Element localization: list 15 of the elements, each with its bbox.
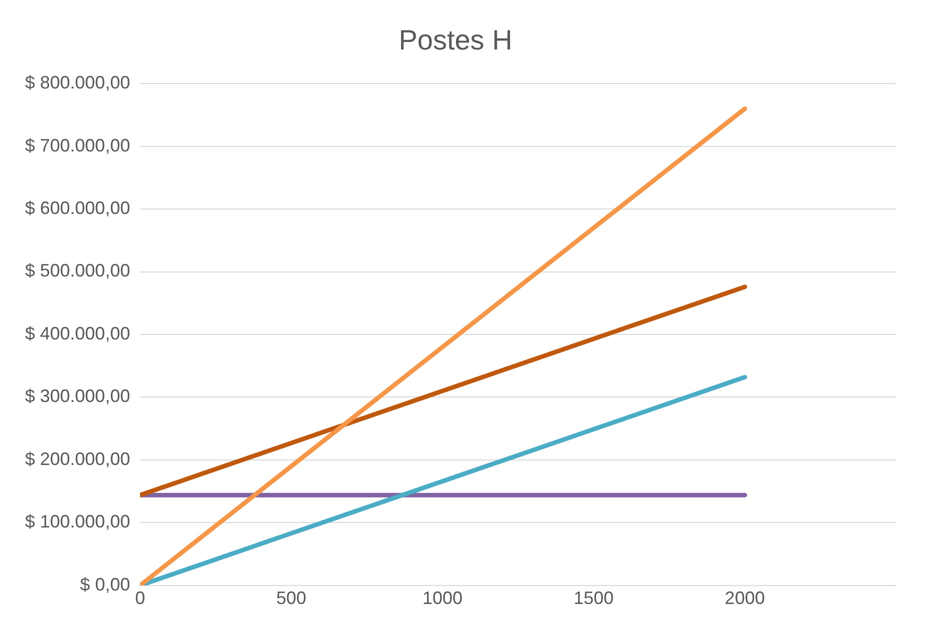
y-tick-label: $ 600.000,00 bbox=[24, 198, 130, 218]
chart-title: Postes H bbox=[398, 24, 512, 56]
y-tick-label: $ 700.000,00 bbox=[24, 135, 130, 156]
y-tick-label: $ 300.000,00 bbox=[24, 386, 130, 406]
y-tick-label: $ 0,00 bbox=[80, 574, 130, 594]
y-tick-label: $ 200.000,00 bbox=[24, 448, 130, 469]
x-tick-label: 2000 bbox=[724, 588, 765, 608]
x-tick-label: 1500 bbox=[574, 588, 614, 608]
x-tick-label: 500 bbox=[276, 588, 306, 608]
y-tick-label: $ 800.000,00 bbox=[24, 72, 130, 93]
x-tick-label: 0 bbox=[135, 588, 146, 608]
x-tick-label: 1000 bbox=[422, 588, 462, 608]
y-tick-label: $ 500.000,00 bbox=[24, 260, 130, 281]
y-tick-label: $ 400.000,00 bbox=[24, 323, 130, 344]
y-tick-label: $ 100.000,00 bbox=[24, 512, 130, 532]
